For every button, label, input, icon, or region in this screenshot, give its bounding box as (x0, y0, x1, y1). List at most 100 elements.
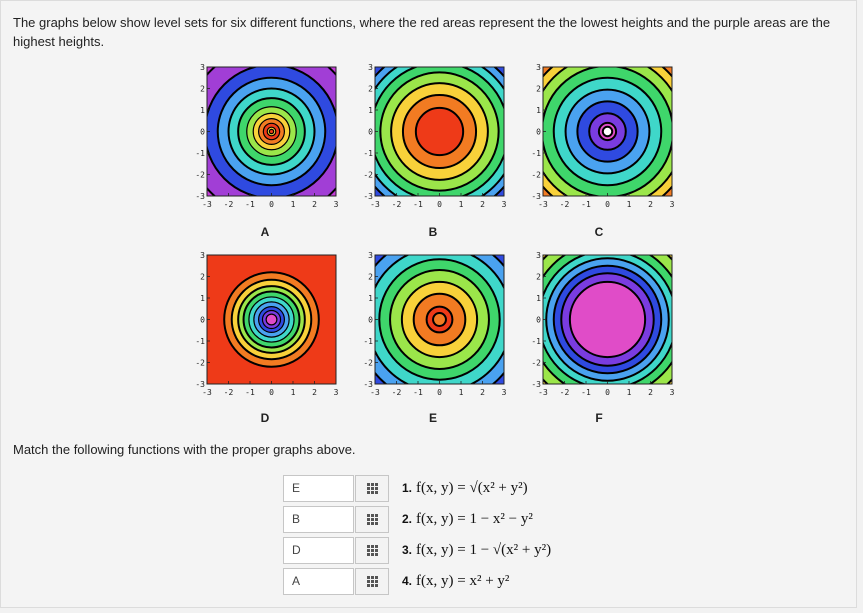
function-1: 1. f(x, y) = √(x² + y²) (402, 480, 528, 496)
x-tick-label: -1 (413, 388, 423, 397)
y-tick-label: 2 (200, 85, 205, 94)
graph-a: -3 -3 -2 -2 -1 -1 0 0 1 1 2 2 3 3 (189, 61, 339, 211)
answer-input-2[interactable]: B (283, 506, 354, 533)
x-tick-label: 0 (437, 200, 442, 209)
x-tick-label: -1 (245, 200, 255, 209)
y-tick-label: 3 (368, 63, 373, 72)
x-tick-label: 0 (437, 388, 442, 397)
x-tick-label: 3 (502, 388, 507, 397)
x-tick-label: 2 (480, 388, 485, 397)
x-tick-label: -2 (224, 388, 234, 397)
answer-row: E (283, 474, 389, 504)
graph-e: -3 -3 -2 -2 -1 -1 0 0 1 1 2 2 3 3 (357, 249, 507, 399)
contour-bands (207, 67, 336, 196)
y-tick-label: -2 (531, 359, 541, 368)
answer-input-4[interactable]: A (283, 568, 354, 595)
grid-icon (366, 483, 378, 494)
y-tick-label: -3 (363, 192, 373, 201)
y-tick-label: 1 (200, 106, 205, 115)
contour-plot-d: -3-3 -2 -2 -1 -1 0 0 1 1 2 2 3 3 (195, 251, 339, 397)
answer-input-3[interactable]: D (283, 537, 354, 564)
x-tick-label: -2 (560, 200, 570, 209)
contour-bands (207, 255, 336, 384)
x-tick-label: 1 (459, 388, 464, 397)
answer-picker-button-3[interactable] (355, 537, 389, 564)
contour-plot-f: -3-3 -2 -2 -1 -1 0 0 1 1 2 2 3 3 (531, 251, 675, 397)
x-tick-label: -1 (581, 200, 591, 209)
grid-icon (366, 514, 378, 525)
contour-band (268, 128, 275, 135)
x-tick-label: 1 (291, 388, 296, 397)
x-tick-label: 0 (269, 388, 274, 397)
answer-input-1[interactable]: E (283, 475, 354, 502)
x-tick-label: 1 (459, 200, 464, 209)
y-tick-label: 1 (536, 294, 541, 303)
x-tick-label: 3 (334, 200, 339, 209)
graph-f: -3 -3 -2 -2 -1 -1 0 0 1 1 2 2 3 3 (525, 249, 675, 399)
y-tick-label: -3 (531, 380, 541, 389)
x-tick-label: 0 (605, 200, 610, 209)
x-tick-label: 3 (334, 388, 339, 397)
answer-picker-button-1[interactable] (355, 475, 389, 502)
y-tick-label: -2 (195, 171, 205, 180)
graph-f-label: F (595, 411, 603, 425)
contour-plot-b: -3-3 -2 -2 -1 -1 0 0 1 1 2 2 3 3 (363, 63, 507, 209)
function-3: 3. f(x, y) = 1 − √(x² + y²) (402, 542, 552, 558)
contour-bands (375, 255, 504, 384)
x-tick-label: -1 (581, 388, 591, 397)
y-tick-label: 0 (536, 316, 541, 325)
function-4: 4. f(x, y) = x² + y² (402, 573, 510, 589)
y-tick-label: -2 (363, 171, 373, 180)
x-tick-label: -2 (224, 200, 234, 209)
y-tick-label: 3 (536, 63, 541, 72)
y-tick-label: -3 (195, 192, 205, 201)
x-tick-label: 2 (648, 388, 653, 397)
match-prompt: Match the following functions with the p… (13, 442, 356, 457)
y-tick-label: 3 (200, 63, 205, 72)
answer-list: E B D A (283, 474, 389, 598)
y-tick-label: 0 (368, 316, 373, 325)
y-tick-label: 1 (536, 106, 541, 115)
contour-plot-e: -3-3 -2 -2 -1 -1 0 0 1 1 2 2 3 3 (363, 251, 507, 397)
answer-picker-button-2[interactable] (355, 506, 389, 533)
x-tick-label: -2 (560, 388, 570, 397)
y-tick-label: -3 (531, 192, 541, 201)
x-tick-label: 0 (269, 200, 274, 209)
y-tick-label: 2 (368, 273, 373, 282)
x-tick-label: -2 (392, 200, 402, 209)
graph-d-label: D (260, 411, 270, 425)
x-tick-label: 2 (312, 388, 317, 397)
x-tick-label: 3 (670, 388, 675, 397)
y-tick-label: -2 (531, 171, 541, 180)
function-list: 1. f(x, y) = √(x² + y²) 2. f(x, y) = 1 − x… (402, 474, 551, 598)
x-tick-label: 3 (670, 200, 675, 209)
function-2: 2. f(x, y) = 1 − x² − y² (402, 511, 533, 527)
x-tick-label: -1 (245, 388, 255, 397)
y-tick-label: -1 (363, 149, 373, 158)
contour-band (568, 280, 647, 359)
contour-band (414, 106, 465, 157)
y-tick-label: 1 (368, 294, 373, 303)
contour-bands (543, 67, 672, 196)
answer-picker-button-4[interactable] (355, 568, 389, 595)
y-tick-label: -3 (195, 380, 205, 389)
y-tick-label: 0 (200, 128, 205, 137)
contour-plot-a: -3-3 -2 -2 -1 -1 0 0 1 1 2 2 3 3 (195, 63, 339, 209)
x-tick-label: 2 (648, 200, 653, 209)
y-tick-label: 3 (536, 251, 541, 260)
question-intro: The graphs below show level sets for six… (13, 15, 831, 49)
y-tick-label: -1 (195, 337, 205, 346)
x-tick-label: 2 (480, 200, 485, 209)
x-tick-label: 2 (312, 200, 317, 209)
x-tick-label: 3 (502, 200, 507, 209)
contour-band (601, 125, 614, 138)
y-tick-label: -1 (531, 149, 541, 158)
y-tick-label: 3 (200, 251, 205, 260)
contour-bands (375, 67, 504, 196)
graphs-grid: -3 -3 -2 -2 -1 -1 0 0 1 1 2 2 3 3 A -3 -3 -2 -2 -1 -1 0 0 1 1 2… (1, 1, 858, 441)
answer-row: D (283, 536, 389, 566)
y-tick-label: -1 (195, 149, 205, 158)
y-tick-label: 0 (200, 316, 205, 325)
grid-icon (366, 576, 378, 587)
x-tick-label: 1 (627, 388, 632, 397)
